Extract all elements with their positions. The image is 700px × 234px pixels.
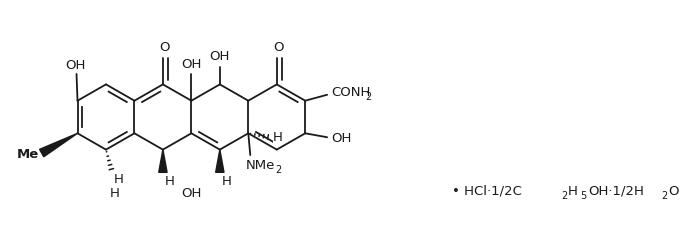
Polygon shape xyxy=(40,133,78,157)
Text: OH: OH xyxy=(65,59,85,72)
Text: • HCl·1/2C: • HCl·1/2C xyxy=(452,185,522,197)
Text: H: H xyxy=(273,131,283,144)
Text: 5: 5 xyxy=(580,191,587,201)
Text: H: H xyxy=(110,186,120,200)
Text: H: H xyxy=(165,175,175,188)
Polygon shape xyxy=(159,150,167,172)
Text: OH: OH xyxy=(209,50,230,63)
Text: O: O xyxy=(668,185,679,197)
Text: NMe: NMe xyxy=(245,159,274,172)
Text: H: H xyxy=(222,175,232,188)
Text: 2: 2 xyxy=(275,165,281,175)
Text: 2: 2 xyxy=(365,92,372,102)
Text: 2: 2 xyxy=(561,191,568,201)
Text: OH: OH xyxy=(181,58,202,71)
Text: O: O xyxy=(274,41,284,54)
Polygon shape xyxy=(216,150,224,172)
Text: H: H xyxy=(114,173,124,186)
Text: H: H xyxy=(568,185,578,197)
Text: OH: OH xyxy=(331,132,351,145)
Text: CONH: CONH xyxy=(331,86,370,99)
Text: O: O xyxy=(160,41,170,54)
Text: OH: OH xyxy=(181,186,202,200)
Text: 2: 2 xyxy=(661,191,667,201)
Text: OH·1/2H: OH·1/2H xyxy=(588,185,644,197)
Text: Me: Me xyxy=(17,148,38,161)
